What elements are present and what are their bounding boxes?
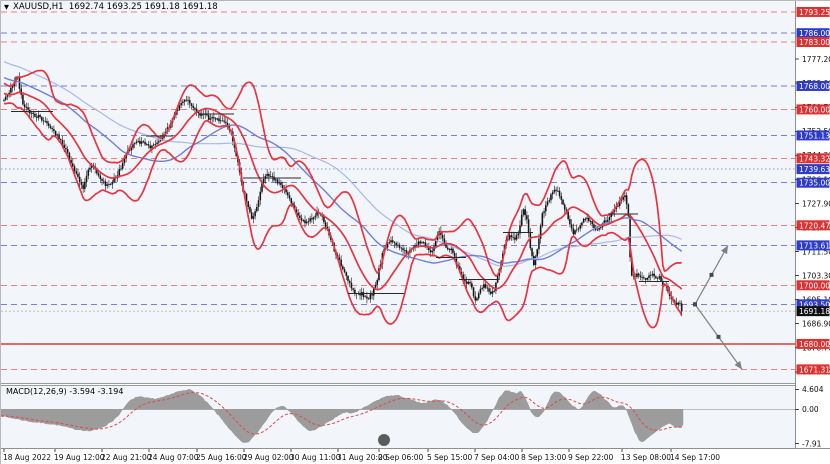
time-axis-label: 19 Aug 12:00: [54, 453, 105, 462]
svg-text:1700.00: 1700.00: [799, 281, 830, 290]
svg-text:1739.63: 1739.63: [799, 165, 830, 174]
price-tick-label: 1686.90: [802, 319, 830, 328]
svg-text:1691.18: 1691.18: [799, 307, 830, 316]
time-axis-label: 5 Sep 15:00: [427, 453, 473, 462]
price-tick-label: 1703.30: [802, 271, 830, 280]
swing-level-segments[interactable]: [11, 110, 669, 295]
svg-text:1793.25: 1793.25: [799, 8, 830, 17]
svg-text:1743.32: 1743.32: [799, 154, 830, 163]
svg-text:1760.00: 1760.00: [799, 105, 830, 114]
time-axis-label: 24 Aug 07:00: [148, 453, 199, 462]
price-level-label: 1680.00: [796, 338, 830, 349]
arrow-handle[interactable]: [693, 302, 697, 307]
svg-text:1786.00: 1786.00: [799, 29, 830, 38]
svg-text:1720.47: 1720.47: [799, 221, 830, 230]
macd-histogram: [1, 388, 684, 443]
time-axis-label: 25 Aug 16:00: [196, 453, 247, 462]
svg-text:1671.31: 1671.31: [799, 365, 830, 374]
price-level-label: 1693.50: [796, 299, 830, 310]
price-level-label: 1760.00: [796, 104, 830, 115]
cursor-dot: [378, 434, 390, 446]
time-axis-label: 7 Sep 04:00: [474, 453, 520, 462]
macd-tick-label: -7.91: [802, 439, 822, 448]
time-axis[interactable]: [1, 449, 830, 464]
price-level-label: 1713.61: [796, 240, 830, 251]
bollinger-upper-band: [3, 69, 682, 278]
trend-arrow-projection-down[interactable]: [693, 302, 743, 370]
price-level-label: 1700.00: [796, 280, 830, 291]
svg-text:1680.00: 1680.00: [799, 340, 830, 349]
projection-arrows[interactable]: [693, 245, 743, 370]
bollinger-lower-band: [3, 102, 683, 329]
macd-signal-line: [1, 391, 684, 435]
time-axis-label: 31 Aug 20:00: [337, 453, 388, 462]
price-tick-label: 1777.20: [802, 55, 830, 64]
macd-readout: MACD(12,26,9) -3.594 -3.194: [6, 387, 124, 396]
macd-tick-label: 0.00: [802, 405, 819, 414]
svg-text:1713.61: 1713.61: [799, 241, 830, 250]
price-tick-label: 1727.90: [802, 199, 830, 208]
time-axis-label: 8 Sep 13:00: [521, 453, 567, 462]
price-level-label: 1786.00: [796, 28, 830, 39]
panel-borders: [1, 1, 830, 449]
macd-axis-labels: 4.604 0.00 -7.91: [795, 385, 824, 448]
price-level-label: 1743.32: [796, 153, 830, 164]
arrow-handle[interactable]: [716, 334, 721, 339]
price-level-label: 1768.00: [796, 80, 830, 91]
symbol-ohlc-readout: ▼ XAUUSD,H1 1692.74 1693.25 1691.18 1691…: [4, 2, 218, 12]
price-tick-label: 1711.50: [802, 247, 830, 256]
price-level-label: 1671.31: [796, 364, 830, 375]
price-level-label: 1735.00: [796, 177, 830, 188]
price-level-label: 1739.63: [796, 164, 830, 175]
price-level-label: 1751.13: [796, 130, 830, 141]
time-axis-label: 13 Sep 08:00: [621, 453, 671, 462]
time-axis-label: 29 Aug 02:00: [243, 453, 294, 462]
ma-blue: [3, 76, 683, 264]
svg-text:1735.00: 1735.00: [799, 179, 830, 188]
arrowhead-icon: [734, 360, 742, 370]
indicator-collapse-icon[interactable]: ▼: [4, 3, 9, 11]
bollinger-middle-band: [3, 91, 683, 291]
price-level-label: 1720.47: [796, 220, 830, 231]
macd-panel: [1, 388, 795, 443]
svg-text:1783.00: 1783.00: [799, 38, 830, 47]
ohlc-text: XAUUSD,H1 1692.74 1693.25 1691.18 1691.1…: [13, 2, 218, 12]
indicator-lines: [3, 61, 683, 329]
price-level-label: 1783.00: [796, 36, 830, 47]
price-axis-labels[interactable]: 1777.201769.001760.701752.501744.301736.…: [795, 6, 830, 377]
time-axis-label: 22 Aug 21:00: [101, 453, 152, 462]
arrow-handle[interactable]: [709, 272, 714, 277]
time-axis-label: 18 Aug 2022: [3, 453, 51, 462]
price-level-label: 1691.18: [796, 306, 830, 317]
time-axis-label: 14 Sep 17:00: [670, 453, 720, 462]
macd-tick-label: 4.604: [802, 385, 824, 394]
time-axis-label: 30 Aug 11:00: [290, 453, 341, 462]
time-axis-label: 9 Sep 22:00: [568, 453, 614, 462]
svg-text:1751.13: 1751.13: [799, 131, 830, 140]
arrowhead-icon: [721, 245, 728, 255]
svg-text:1693.50: 1693.50: [799, 300, 830, 309]
price-level-label: 1793.25: [796, 6, 830, 17]
time-axis-label: 2 Sep 06:00: [378, 453, 424, 462]
svg-text:1768.00: 1768.00: [799, 82, 830, 91]
